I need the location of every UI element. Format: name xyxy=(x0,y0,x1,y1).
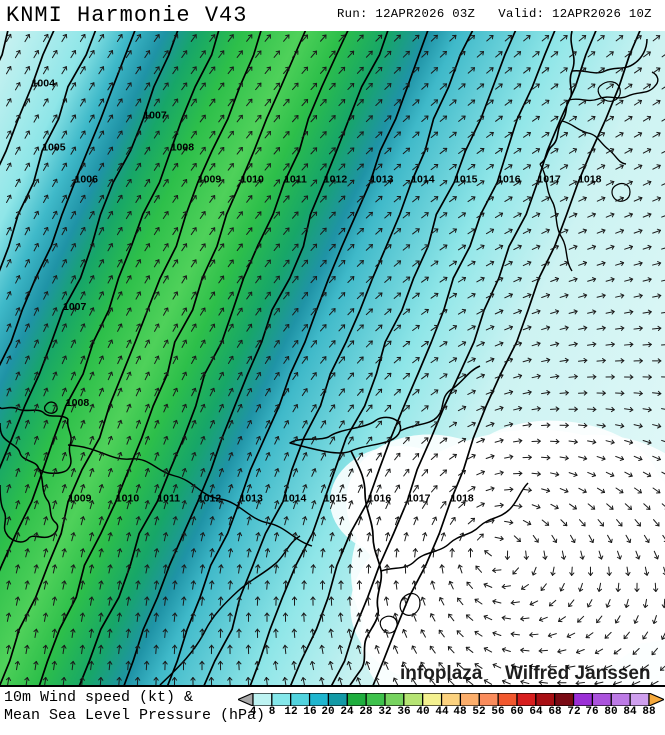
svg-text:1010: 1010 xyxy=(116,493,140,505)
svg-text:1009: 1009 xyxy=(198,174,222,186)
svg-text:1011: 1011 xyxy=(284,174,307,186)
svg-text:1017: 1017 xyxy=(407,493,431,505)
svg-text:1004: 1004 xyxy=(32,78,56,90)
svg-text:1008: 1008 xyxy=(66,397,90,409)
svg-text:1015: 1015 xyxy=(324,493,348,505)
svg-text:1013: 1013 xyxy=(370,174,394,186)
svg-text:1007: 1007 xyxy=(143,110,167,122)
svg-text:1009: 1009 xyxy=(68,493,92,505)
svg-text:1014: 1014 xyxy=(411,174,435,186)
svg-text:1018: 1018 xyxy=(450,493,474,505)
svg-text:1014: 1014 xyxy=(283,493,307,505)
svg-text:1016: 1016 xyxy=(497,174,521,186)
svg-text:1013: 1013 xyxy=(240,493,264,505)
svg-text:1010: 1010 xyxy=(241,174,265,186)
svg-text:1011: 1011 xyxy=(157,493,180,505)
svg-text:1017: 1017 xyxy=(537,174,561,186)
svg-text:1015: 1015 xyxy=(454,174,478,186)
svg-text:1005: 1005 xyxy=(42,142,66,154)
svg-text:1006: 1006 xyxy=(75,174,99,186)
svg-text:1012: 1012 xyxy=(324,174,348,186)
svg-text:1018: 1018 xyxy=(578,174,602,186)
svg-text:1012: 1012 xyxy=(198,493,222,505)
svg-text:1007: 1007 xyxy=(63,301,87,313)
svg-text:infoplaza: infoplaza xyxy=(400,663,483,684)
svg-text:1008: 1008 xyxy=(171,142,195,154)
svg-text:1016: 1016 xyxy=(368,493,392,505)
svg-text:Wilfred Janssen: Wilfred Janssen xyxy=(505,663,651,684)
